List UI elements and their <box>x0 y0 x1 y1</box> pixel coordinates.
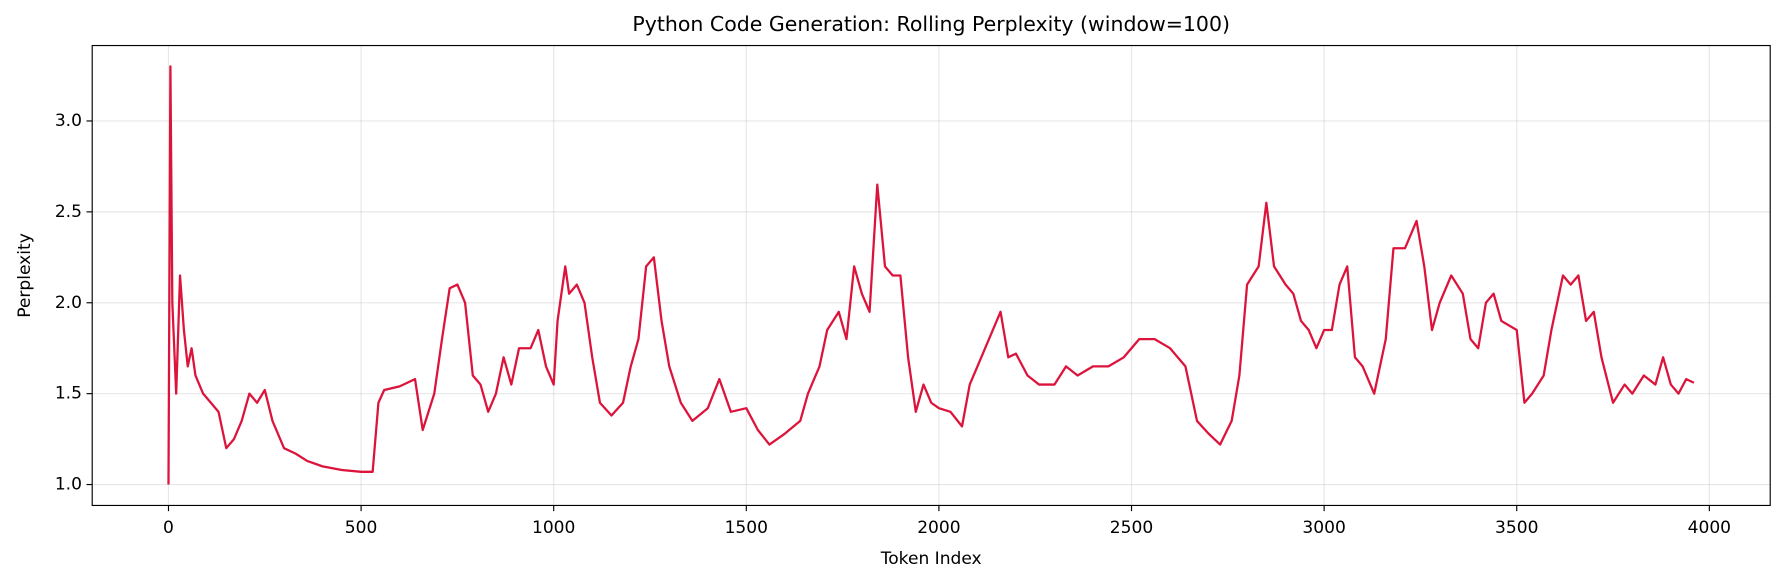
y-tick-label: 3.0 <box>55 111 82 131</box>
y-tick-label: 2.5 <box>55 202 82 222</box>
x-tick-label: 1000 <box>532 518 575 538</box>
x-tick-label: 500 <box>345 518 378 538</box>
x-axis-label: Token Index <box>880 549 982 569</box>
y-tick-label: 1.5 <box>55 384 82 404</box>
y-axis-label: Perplexity <box>15 233 35 318</box>
x-tick-label: 4000 <box>1688 518 1731 538</box>
y-tick-label: 1.0 <box>55 475 82 495</box>
data-line <box>167 65 1695 485</box>
x-tick-label: 1500 <box>725 518 768 538</box>
x-tick-label: 3500 <box>1495 518 1538 538</box>
x-tick-label: 3000 <box>1302 518 1345 538</box>
x-tick-label: 2000 <box>917 518 960 538</box>
y-tick-label: 2.0 <box>55 293 82 313</box>
x-tick-label: 2500 <box>1110 518 1153 538</box>
plot-frame <box>91 44 1771 507</box>
chart-title: Python Code Generation: Rolling Perplexi… <box>632 12 1230 36</box>
x-tick-label: 0 <box>163 518 174 538</box>
